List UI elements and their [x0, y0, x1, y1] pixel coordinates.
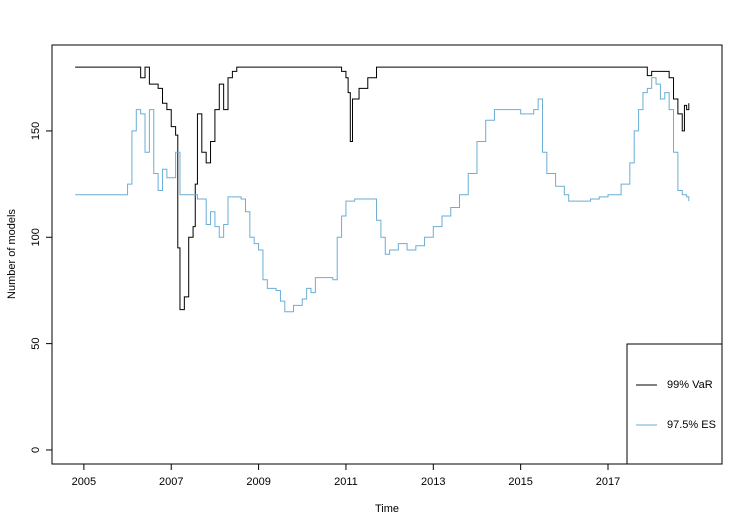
- legend-label: 99% VaR: [667, 379, 713, 391]
- y-tick-label: 100: [30, 228, 42, 246]
- y-tick-label: 150: [30, 122, 42, 140]
- y-tick-label: 0: [30, 447, 42, 453]
- x-tick-label: 2015: [508, 476, 532, 488]
- y-tick-label: 50: [30, 337, 42, 349]
- x-tick-label: 2009: [246, 476, 270, 488]
- x-tick-label: 2013: [421, 476, 445, 488]
- x-tick-label: 2005: [72, 476, 96, 488]
- series-line: [75, 66, 690, 311]
- x-tick-label: 2017: [596, 476, 620, 488]
- x-tick-label: 2011: [334, 476, 358, 488]
- y-axis-label: Number of models: [6, 209, 18, 299]
- x-tick-label: 2007: [159, 476, 183, 488]
- legend-label: 97.5% ES: [667, 419, 716, 431]
- legend-box: [626, 343, 723, 465]
- x-axis-label: Time: [375, 503, 399, 515]
- series-line: [75, 77, 690, 313]
